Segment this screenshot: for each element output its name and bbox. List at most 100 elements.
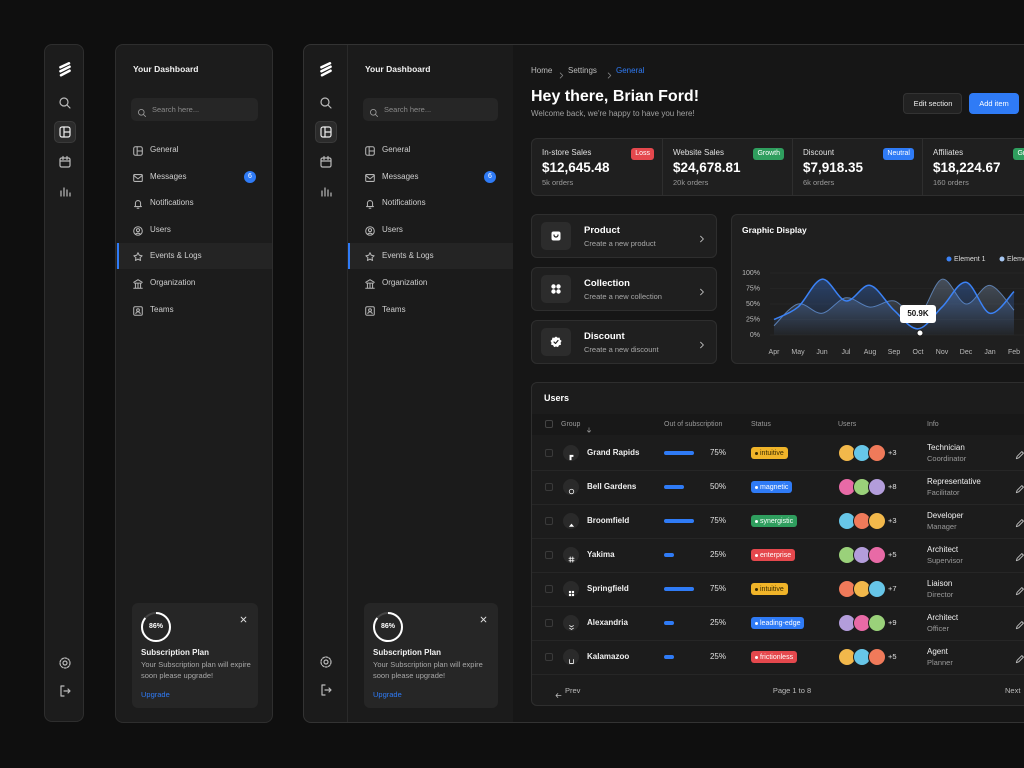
logout-button[interactable]: [58, 684, 72, 698]
search-icon: [369, 105, 379, 117]
close-button[interactable]: [478, 612, 489, 623]
nav-item[interactable]: Messages 6: [116, 164, 272, 190]
close-button[interactable]: [238, 612, 249, 623]
icon-shape: [1015, 586, 1024, 595]
group-logo: [563, 547, 579, 563]
search-placeholder: Search here...: [384, 104, 432, 114]
nav-item[interactable]: Teams: [116, 297, 272, 323]
icon-shape: [365, 305, 375, 316]
search-button[interactable]: [319, 96, 333, 110]
edit-button[interactable]: [1014, 618, 1024, 629]
edit-button[interactable]: [1014, 482, 1024, 493]
icon-shape: [138, 108, 145, 116]
column-header[interactable]: Group: [561, 420, 581, 428]
icon-shape: [366, 232, 374, 235]
icon-shape: [1015, 450, 1024, 459]
stat-cell: Affiliates $18,224.67 160 orders Growth: [922, 139, 1024, 195]
icon-shape: [133, 173, 143, 182]
edit-button[interactable]: [1014, 516, 1024, 527]
action-card[interactable]: Product Create a new product: [531, 214, 717, 258]
icon-shape: [1015, 586, 1024, 595]
search-box[interactable]: Search here...: [131, 98, 258, 121]
sidebar: Your Dashboard Search here... General Messa…: [115, 44, 273, 723]
search-button[interactable]: [58, 96, 72, 110]
upgrade-link[interactable]: Upgrade: [141, 690, 170, 699]
icon-shape: [370, 108, 377, 116]
analytics-button[interactable]: [58, 184, 72, 198]
prev-button[interactable]: Prev: [565, 686, 581, 695]
icon-shape: [320, 155, 332, 162]
table-title: Users: [544, 393, 570, 403]
nav-item[interactable]: Events & Logs: [348, 243, 514, 270]
subscription-bar: [664, 655, 674, 659]
dashboard-button[interactable]: [58, 125, 72, 139]
add-item-button[interactable]: Add item: [969, 93, 1019, 114]
nav-item[interactable]: Organization: [348, 270, 514, 296]
subscription-card: 86% Subscription Plan Your Subscription pl…: [364, 603, 498, 708]
breadcrumb-item[interactable]: Home: [531, 66, 553, 75]
icon-shape: [59, 657, 71, 669]
stat-value: $18,224.67: [933, 160, 1001, 175]
x-tick-label: Sep: [888, 349, 901, 356]
nav-item[interactable]: General: [348, 137, 514, 163]
nav-item[interactable]: Teams: [348, 297, 514, 323]
icon-shape: [365, 225, 375, 236]
page-subtitle: Welcome back, we're happy to have you he…: [531, 109, 695, 118]
checkbox[interactable]: [545, 420, 553, 428]
nav-item[interactable]: Users: [116, 217, 272, 243]
logout-button[interactable]: [319, 683, 333, 697]
checkbox[interactable]: [545, 551, 553, 559]
action-card[interactable]: Collection Create a new collection: [531, 267, 717, 311]
stat-label: Discount: [803, 148, 835, 157]
nav-item[interactable]: Notifications: [348, 190, 514, 216]
icon-rail: [44, 44, 84, 722]
checkbox[interactable]: [545, 585, 553, 593]
icon-shape: [366, 200, 374, 209]
settings-button[interactable]: [58, 656, 72, 670]
column-header: Users: [838, 420, 857, 428]
nav-item[interactable]: Events & Logs: [116, 243, 272, 270]
stat-cell: In-store Sales $12,645.48 5k orders Loss: [532, 139, 662, 195]
edit-button[interactable]: [1014, 448, 1024, 459]
calendar-button[interactable]: [319, 155, 333, 169]
next-button[interactable]: Next: [1005, 686, 1021, 695]
dashboard-button[interactable]: [319, 125, 333, 139]
action-chevron: [697, 284, 707, 296]
status-label: synergistic: [760, 517, 794, 525]
group-name: Kalamazoo: [587, 652, 630, 661]
status-label: frictionless: [760, 653, 794, 661]
analytics-button[interactable]: [319, 184, 333, 198]
edit-button[interactable]: [1014, 550, 1024, 561]
upgrade-link[interactable]: Upgrade: [373, 690, 402, 699]
icon-shape: [136, 146, 143, 156]
edit-section-button[interactable]: Edit section: [903, 93, 962, 114]
checkbox[interactable]: [545, 449, 553, 457]
nav-item[interactable]: Messages 6: [348, 164, 514, 190]
stat-label: Website Sales: [673, 148, 724, 157]
edit-button[interactable]: [1014, 584, 1024, 595]
checkbox[interactable]: [545, 517, 553, 525]
user-avatar: [868, 478, 886, 496]
nav-item[interactable]: Notifications: [116, 190, 272, 216]
group-name: Broomfield: [587, 516, 630, 525]
action-card[interactable]: Discount Create a new discount: [531, 320, 717, 364]
checkbox[interactable]: [545, 619, 553, 627]
nav-item[interactable]: General: [116, 137, 272, 163]
x-tick-label: Oct: [913, 349, 924, 356]
icon-shape: [1015, 484, 1024, 493]
group-logo-glyph: [567, 483, 576, 494]
calendar-button[interactable]: [58, 155, 72, 169]
icon-shape: [133, 279, 143, 289]
breadcrumb-item[interactable]: Settings: [568, 66, 597, 75]
search-box[interactable]: Search here...: [363, 98, 498, 121]
checkbox[interactable]: [545, 653, 553, 661]
extra-users: +9: [888, 618, 897, 627]
settings-button[interactable]: [319, 655, 333, 669]
edit-button[interactable]: [1014, 652, 1024, 663]
icon-shape: [320, 62, 332, 77]
nav-item[interactable]: Organization: [116, 270, 272, 296]
checkbox[interactable]: [545, 483, 553, 491]
nav-item[interactable]: Users: [348, 217, 514, 243]
icon-shape: [366, 200, 374, 209]
icon-rail: [304, 45, 348, 722]
